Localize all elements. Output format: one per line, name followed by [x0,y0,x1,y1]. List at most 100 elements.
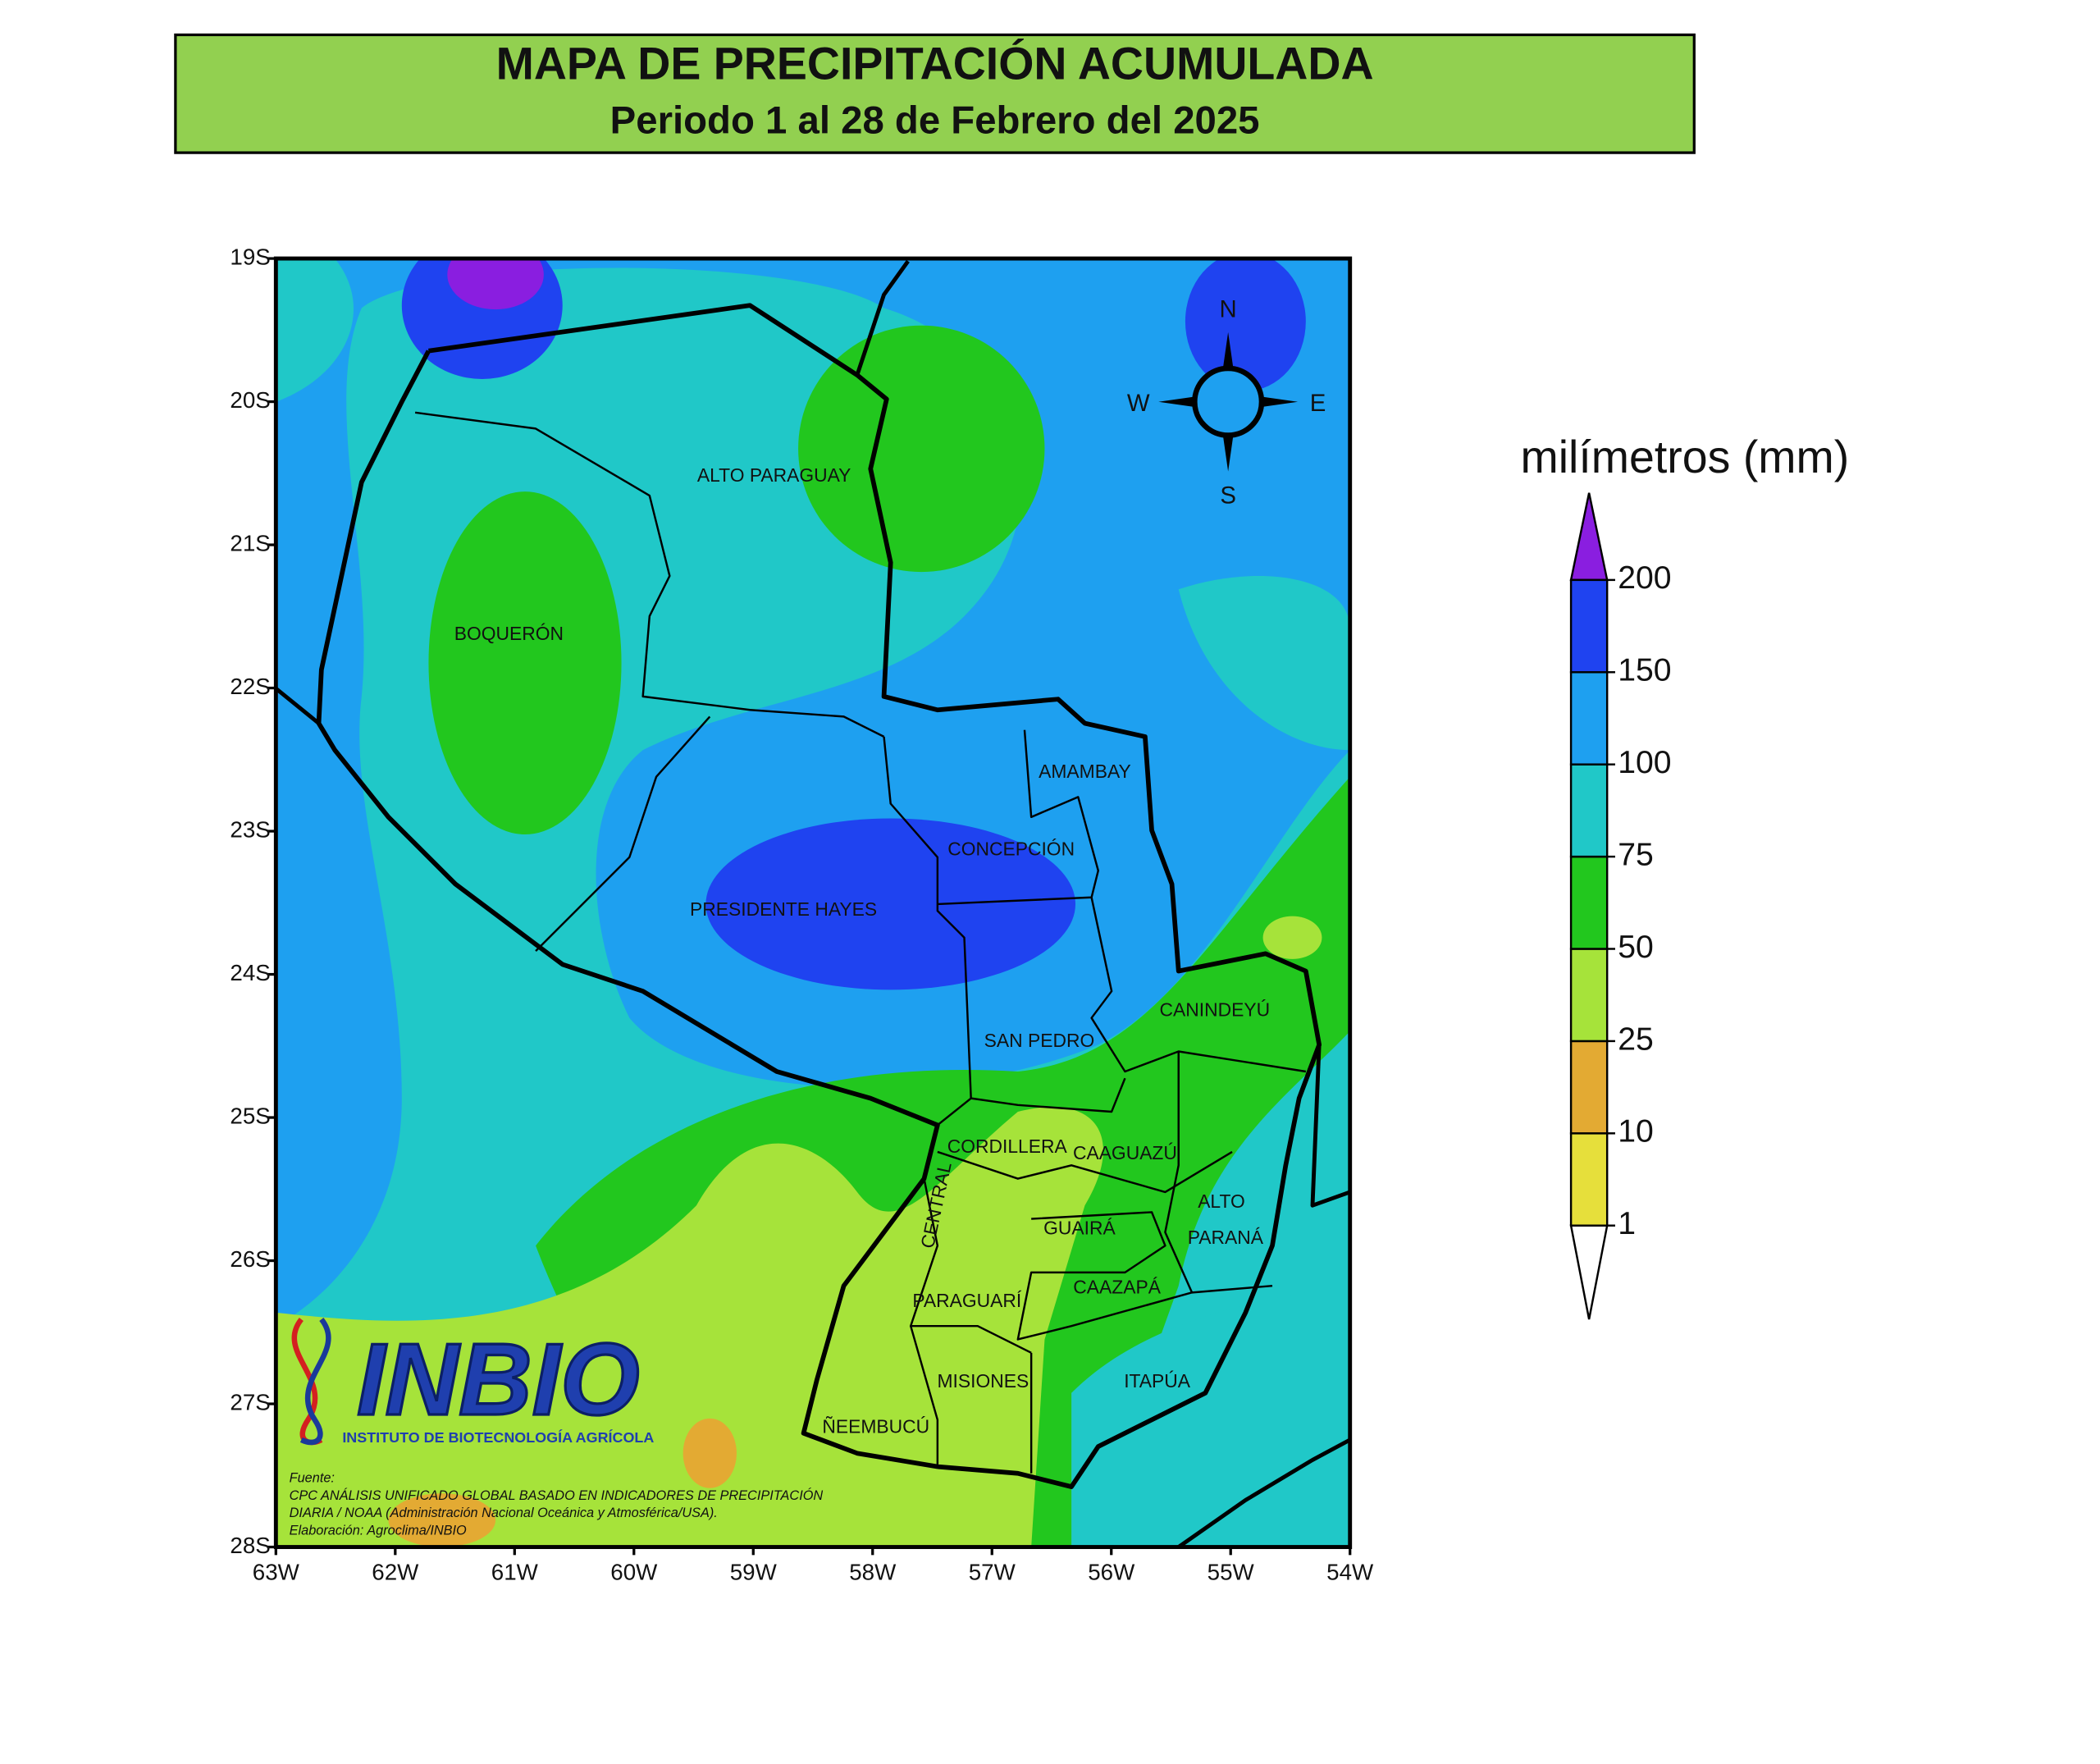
region-label: PRESIDENTE HAYES [690,898,877,920]
country-border [316,303,1322,1489]
logo-helix [299,1317,331,1446]
lon-label: 59W [730,1560,778,1585]
field-50-75 [798,325,1045,573]
legend-band [1569,1040,1609,1135]
region-label: SAN PEDRO [984,1030,1095,1051]
lon-label: 57W [969,1560,1016,1585]
logo: INBIO INSTITUTO DE BIOTECNOLOGÍA AGRÍCOL… [291,1317,654,1446]
international-border [855,259,910,376]
legend-label: 100 [1618,745,1671,780]
field-10-25 [682,1418,737,1488]
department-border [970,1077,1126,1113]
lon-label: 61W [491,1560,539,1585]
field-10-25 [388,1493,496,1547]
lat-label: 22S [230,674,270,699]
region-label: BOQUERÓN [454,623,564,644]
compass-south: S [1220,482,1236,509]
legend-band [1569,763,1609,858]
field-25-50 [1262,916,1322,959]
legend-band [1569,855,1609,950]
compass-north: N [1220,296,1237,323]
legend-label: 25 [1618,1021,1654,1057]
source-note: Fuente: CPC ANÁLISIS UNIFICADO GLOBAL BAS… [290,1471,824,1538]
legend-title: milímetros (mm) [1520,432,1849,482]
lon-label: 56W [1088,1560,1135,1585]
lat-label: 24S [230,960,270,985]
region-label: CONCEPCIÓN [947,839,1075,860]
region-label: ÑEEMBUCÚ [822,1415,929,1437]
logo-subtitle: INSTITUTO DE BIOTECNOLOGÍA AGRÍCOLA [342,1428,654,1446]
legend-label: 200 [1618,560,1671,596]
field-50-75 [428,491,622,835]
field-75-100 [1178,575,1350,751]
source-line: Elaboración: Agroclima/INBIO [290,1523,467,1538]
department-border [937,729,1099,906]
department-border [910,1325,939,1467]
department-border [1016,1211,1193,1341]
region-label: ALTO PARAGUAY [697,464,851,486]
lon-label: 54W [1326,1560,1374,1585]
department-border [1164,1051,1273,1294]
field-150-200 [1185,258,1306,391]
lat-label: 19S [230,244,270,269]
lat-label: 23S [230,816,270,842]
department-border [535,715,711,952]
source-line: DIARIA / NOAA (Administración Nacional O… [290,1506,718,1520]
field-75-100 [1071,1286,1350,1547]
legend-label: 10 [1618,1114,1654,1149]
subtitle: Periodo 1 al 28 de Febrero del 2025 [610,99,1260,143]
legend-label: 50 [1618,930,1654,965]
field-above-200 [447,258,544,310]
region-label: MISIONES [938,1370,1029,1392]
international-border [276,687,321,725]
department-border [414,411,885,738]
region-label: CAAZAPÁ [1073,1276,1161,1297]
lat-label: 26S [230,1246,270,1272]
legend-label: 1 [1618,1206,1636,1241]
field-75-100 [276,258,354,402]
legend-high-triangle [1569,492,1609,582]
legend-label: 75 [1618,837,1654,872]
region-label: PARANÁ [1188,1227,1264,1248]
source-line: Fuente: [290,1471,335,1486]
region-label: CORDILLERA [947,1136,1068,1157]
map-frame [273,256,1353,1549]
region-label: GUAIRÁ [1043,1218,1116,1239]
precipitation-field [276,258,1350,1547]
compass: N W E S [1127,296,1326,510]
legend-band [1569,671,1609,765]
department-border [937,1150,1233,1194]
region-label: ITAPÚA [1124,1370,1191,1392]
lat-label: 25S [230,1103,270,1128]
lat-label: 20S [230,387,270,413]
title-box [174,33,1696,154]
lat-label: 27S [230,1389,270,1414]
region-label: CANINDEYÚ [1160,999,1271,1021]
legend-label: 150 [1618,653,1671,688]
source-line: CPC ANÁLISIS UNIFICADO GLOBAL BASADO EN … [290,1488,824,1503]
field-150-200 [705,818,1076,990]
lat-label: 21S [230,530,270,555]
region-label: CAAGUAZÚ [1073,1142,1177,1163]
compass-west: W [1127,390,1150,417]
department-border [1090,897,1307,1073]
lon-label: 62W [372,1560,419,1585]
compass-ring [1192,365,1265,438]
international-border [1177,1437,1350,1547]
region-label: AMAMBAY [1039,761,1131,782]
international-border [1310,1044,1350,1208]
lon-label: 55W [1208,1560,1255,1585]
lon-label: 63W [253,1560,300,1585]
region-label: PARAGUARÍ [912,1290,1022,1311]
region-labels: ALTO PARAGUAY BOQUERÓN AMAMBAY CONCEPCIÓN PR… [454,464,1270,1437]
legend-band [1569,948,1609,1043]
legend-band [1569,578,1609,674]
title: MAPA DE PRECIPITACIÓN ACUMULADA [496,38,1374,89]
compass-east: E [1310,390,1326,417]
legend-band [1569,1132,1609,1227]
logo-name: INBIO [357,1323,640,1437]
region-label: ALTO [1198,1190,1245,1212]
